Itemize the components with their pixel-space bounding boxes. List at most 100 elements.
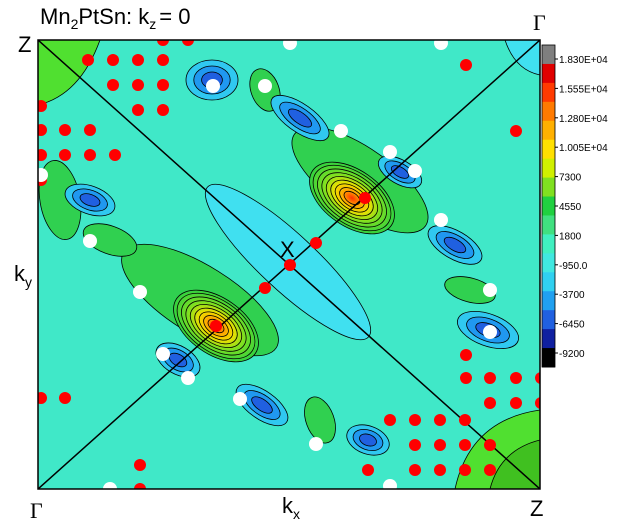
corner-label-bottom-left: Γ [30, 498, 43, 523]
colorbar-segment [542, 215, 555, 235]
red-marker [107, 54, 119, 66]
x-axis-label: kx [282, 493, 300, 522]
colorbar-tick-label: -950.0 [559, 261, 588, 272]
red-marker [38, 124, 47, 136]
red-marker [38, 392, 47, 404]
center-label-x: X [280, 237, 295, 262]
red-marker [535, 372, 540, 384]
red-marker [484, 439, 496, 451]
red-marker [182, 40, 194, 46]
red-marker [510, 125, 522, 137]
pocket-9 [346, 424, 390, 456]
corner-label-top-left: Z [18, 32, 31, 57]
pocket-6 [64, 183, 116, 217]
colorbar-tick-label: 1.555E+04 [559, 84, 608, 95]
pocket-inner [359, 433, 377, 447]
colorbar-segment [542, 101, 555, 122]
right-green-lobe [444, 276, 496, 304]
white-marker [258, 79, 272, 93]
chart-title: Mn2PtSn: kz = 0 [40, 4, 190, 32]
red-marker [132, 104, 144, 116]
colorbar-segment [542, 272, 555, 292]
corner-label-bottom-right: Z [530, 496, 543, 521]
pocket-8 [235, 383, 289, 427]
white-marker [233, 392, 247, 406]
colorbar-tick-label: -9200 [559, 349, 585, 360]
title-mid: PtSn: k [78, 4, 150, 29]
white-marker [434, 213, 448, 227]
red-marker [460, 372, 472, 384]
white-marker [434, 40, 448, 50]
colorbar-segment [542, 348, 555, 368]
red-marker [210, 320, 222, 332]
colorbar-segment [542, 234, 555, 254]
red-marker [484, 464, 496, 476]
pocket-inner [443, 236, 467, 254]
colorbar-segment [542, 63, 555, 84]
white-marker [309, 437, 323, 451]
red-marker [157, 54, 169, 66]
peak-contour [321, 172, 383, 224]
peak-contour [343, 190, 361, 206]
peak-contour [334, 183, 370, 213]
white-marker [334, 124, 348, 138]
colorbar-tick-label: 1.280E+04 [559, 114, 608, 125]
white-marker [181, 371, 195, 385]
peak-contour [312, 164, 392, 232]
red-marker [157, 40, 169, 46]
pocket-2 [270, 94, 330, 142]
red-marker [510, 372, 522, 384]
colorbar-tick-label: 4550 [559, 202, 582, 213]
colorbar-segment [542, 329, 555, 349]
colorbar-tick-label: 1800 [559, 231, 582, 242]
red-marker [459, 439, 471, 451]
bottom-green-lobe [304, 396, 336, 444]
red-marker [434, 464, 446, 476]
pocket-inner [79, 193, 101, 207]
white-marker [483, 325, 497, 339]
title-base: Mn [40, 4, 71, 29]
white-marker [38, 168, 48, 182]
red-marker [409, 464, 421, 476]
peak-upper [309, 161, 395, 235]
title-sub2: z [149, 16, 156, 32]
pocket-inner [251, 396, 273, 414]
red-marker [460, 59, 472, 71]
red-marker [157, 104, 169, 116]
red-marker [460, 349, 472, 361]
red-marker [134, 459, 146, 471]
pocket-4 [427, 225, 483, 265]
red-marker [459, 464, 471, 476]
white-marker [408, 164, 422, 178]
red-marker [484, 397, 496, 409]
white-marker [133, 285, 147, 299]
colorbar-tick-label: 1.005E+04 [559, 143, 608, 154]
colorbar-segment [542, 291, 555, 311]
red-marker [310, 237, 322, 249]
white-marker [383, 145, 397, 159]
colorbar-segment [542, 253, 555, 273]
red-marker [84, 149, 96, 161]
white-marker [283, 40, 297, 50]
peak-contour [330, 179, 374, 217]
colorbar-segment [542, 158, 555, 179]
red-marker [132, 54, 144, 66]
red-marker [359, 192, 371, 204]
corner-label-top-right: Γ [533, 10, 546, 35]
pocket-3 [377, 155, 423, 189]
red-marker [38, 100, 47, 112]
red-marker [59, 392, 71, 404]
red-marker [109, 149, 121, 161]
plot-frame [37, 39, 541, 490]
white-marker [383, 479, 397, 489]
red-marker [384, 414, 396, 426]
red-marker [284, 259, 296, 271]
colorbar-segment [542, 45, 555, 65]
white-marker [156, 347, 170, 361]
red-marker [434, 414, 446, 426]
peak-contour [181, 296, 251, 356]
white-marker [483, 283, 497, 297]
colorbar-tick-label: 7300 [559, 173, 582, 184]
colorbar-tick-label: -6450 [559, 320, 585, 331]
colorbar: 1.830E+04 1.555E+04 1.280E+04 1.005E+04 7300… [541, 44, 608, 368]
